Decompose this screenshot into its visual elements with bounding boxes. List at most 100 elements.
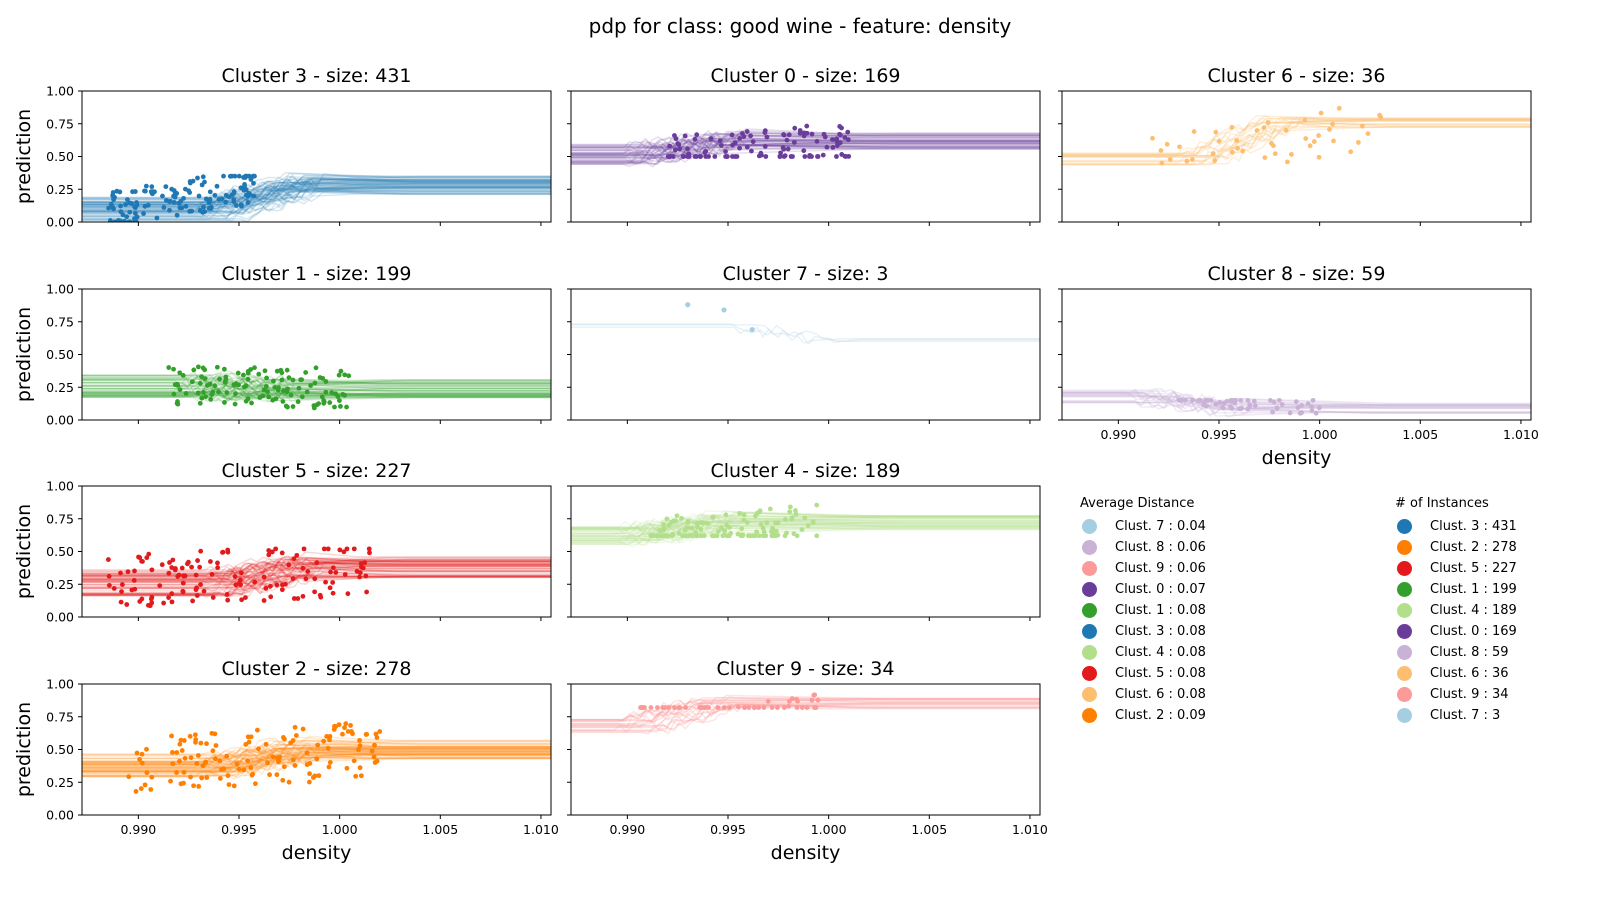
data-point bbox=[694, 132, 700, 138]
ice-line bbox=[571, 520, 1040, 541]
data-point bbox=[357, 570, 363, 576]
data-point bbox=[123, 202, 128, 207]
panel-cluster-8: Cluster 8 - size: 59 0.990 0.995 1.000 1.005… bbox=[1058, 263, 1539, 469]
ice-line bbox=[82, 749, 551, 773]
data-point bbox=[232, 401, 238, 407]
data-point bbox=[200, 174, 206, 180]
panel-title: Cluster 3 - size: 431 bbox=[221, 65, 411, 87]
data-point bbox=[1235, 145, 1240, 151]
ice-line bbox=[571, 521, 1040, 543]
data-point bbox=[129, 201, 134, 206]
ice-line bbox=[82, 562, 551, 584]
data-point bbox=[222, 400, 227, 405]
legend-entry: Clust. 1 : 199 bbox=[1395, 579, 1517, 600]
legend-marker-icon bbox=[1082, 687, 1097, 702]
legend-marker-icon bbox=[1397, 561, 1412, 576]
data-point bbox=[845, 129, 851, 135]
data-point bbox=[321, 546, 327, 552]
ice-line bbox=[82, 186, 551, 216]
ice-line bbox=[82, 391, 551, 402]
data-point bbox=[290, 757, 296, 763]
data-point bbox=[252, 579, 258, 585]
data-point bbox=[791, 139, 797, 145]
data-point bbox=[834, 143, 840, 149]
data-point bbox=[358, 561, 364, 567]
data-point bbox=[1229, 149, 1235, 155]
data-point bbox=[278, 367, 284, 373]
data-point bbox=[181, 769, 187, 775]
data-point bbox=[337, 547, 343, 553]
ice-line bbox=[82, 189, 551, 217]
ice-line bbox=[82, 376, 551, 389]
data-point bbox=[294, 552, 300, 558]
data-point bbox=[166, 595, 172, 600]
ice-line bbox=[82, 558, 551, 578]
data-point bbox=[280, 777, 286, 783]
data-point bbox=[234, 761, 240, 767]
plot-area bbox=[82, 721, 551, 794]
data-point bbox=[300, 565, 306, 571]
data-point bbox=[195, 558, 200, 563]
data-point bbox=[283, 403, 289, 409]
data-point bbox=[702, 150, 708, 155]
data-point bbox=[794, 705, 800, 710]
ice-line bbox=[82, 572, 551, 593]
data-point bbox=[183, 203, 189, 209]
data-point bbox=[263, 384, 269, 389]
data-point bbox=[243, 398, 249, 404]
data-point bbox=[119, 589, 124, 594]
legend-label: Clust. 8 : 0.06 bbox=[1115, 540, 1206, 555]
data-point bbox=[712, 154, 718, 159]
data-point bbox=[331, 727, 337, 732]
data-point bbox=[200, 365, 206, 371]
data-point bbox=[180, 580, 186, 586]
data-point bbox=[1274, 406, 1280, 411]
ice-line bbox=[82, 370, 551, 386]
data-point bbox=[1190, 397, 1195, 403]
legend-label: Clust. 1 : 199 bbox=[1430, 582, 1517, 597]
data-point bbox=[754, 529, 760, 535]
data-point bbox=[764, 134, 770, 140]
data-point bbox=[245, 734, 251, 740]
data-point bbox=[1247, 402, 1253, 408]
legend-average-distance-title: Average Distance bbox=[1080, 496, 1195, 511]
data-point bbox=[233, 582, 239, 588]
data-point bbox=[299, 394, 305, 400]
ice-line bbox=[82, 560, 551, 586]
data-point bbox=[338, 403, 343, 409]
ice-line bbox=[82, 382, 551, 396]
ice-line bbox=[1062, 115, 1531, 158]
data-point bbox=[187, 208, 193, 214]
data-point bbox=[812, 692, 818, 698]
data-point bbox=[1238, 397, 1244, 403]
data-point bbox=[799, 527, 805, 532]
data-point bbox=[225, 597, 231, 603]
legend-entry: Clust. 2 : 278 bbox=[1395, 537, 1517, 558]
data-point bbox=[194, 760, 200, 766]
data-point bbox=[172, 567, 178, 573]
data-point bbox=[723, 149, 728, 154]
data-point bbox=[710, 514, 716, 520]
data-point bbox=[129, 587, 135, 593]
data-point bbox=[242, 184, 247, 190]
data-point bbox=[749, 148, 754, 154]
data-point bbox=[161, 600, 167, 606]
data-point bbox=[225, 547, 231, 553]
data-point bbox=[111, 586, 117, 591]
data-point bbox=[688, 532, 694, 538]
data-point bbox=[681, 154, 686, 159]
data-point bbox=[180, 588, 186, 594]
data-point bbox=[801, 130, 807, 136]
legend-marker-icon bbox=[1082, 645, 1097, 660]
ice-line bbox=[82, 753, 551, 781]
ice-line bbox=[571, 514, 1040, 533]
data-point bbox=[1210, 151, 1216, 157]
ice-line bbox=[82, 383, 551, 396]
data-point bbox=[1287, 410, 1293, 416]
y-tick-label: 1.00 bbox=[46, 479, 74, 494]
legend-marker-icon bbox=[1082, 519, 1097, 534]
ice-line bbox=[571, 139, 1040, 157]
ice-line bbox=[82, 573, 551, 597]
data-point bbox=[842, 135, 848, 140]
ice-line bbox=[82, 751, 551, 773]
